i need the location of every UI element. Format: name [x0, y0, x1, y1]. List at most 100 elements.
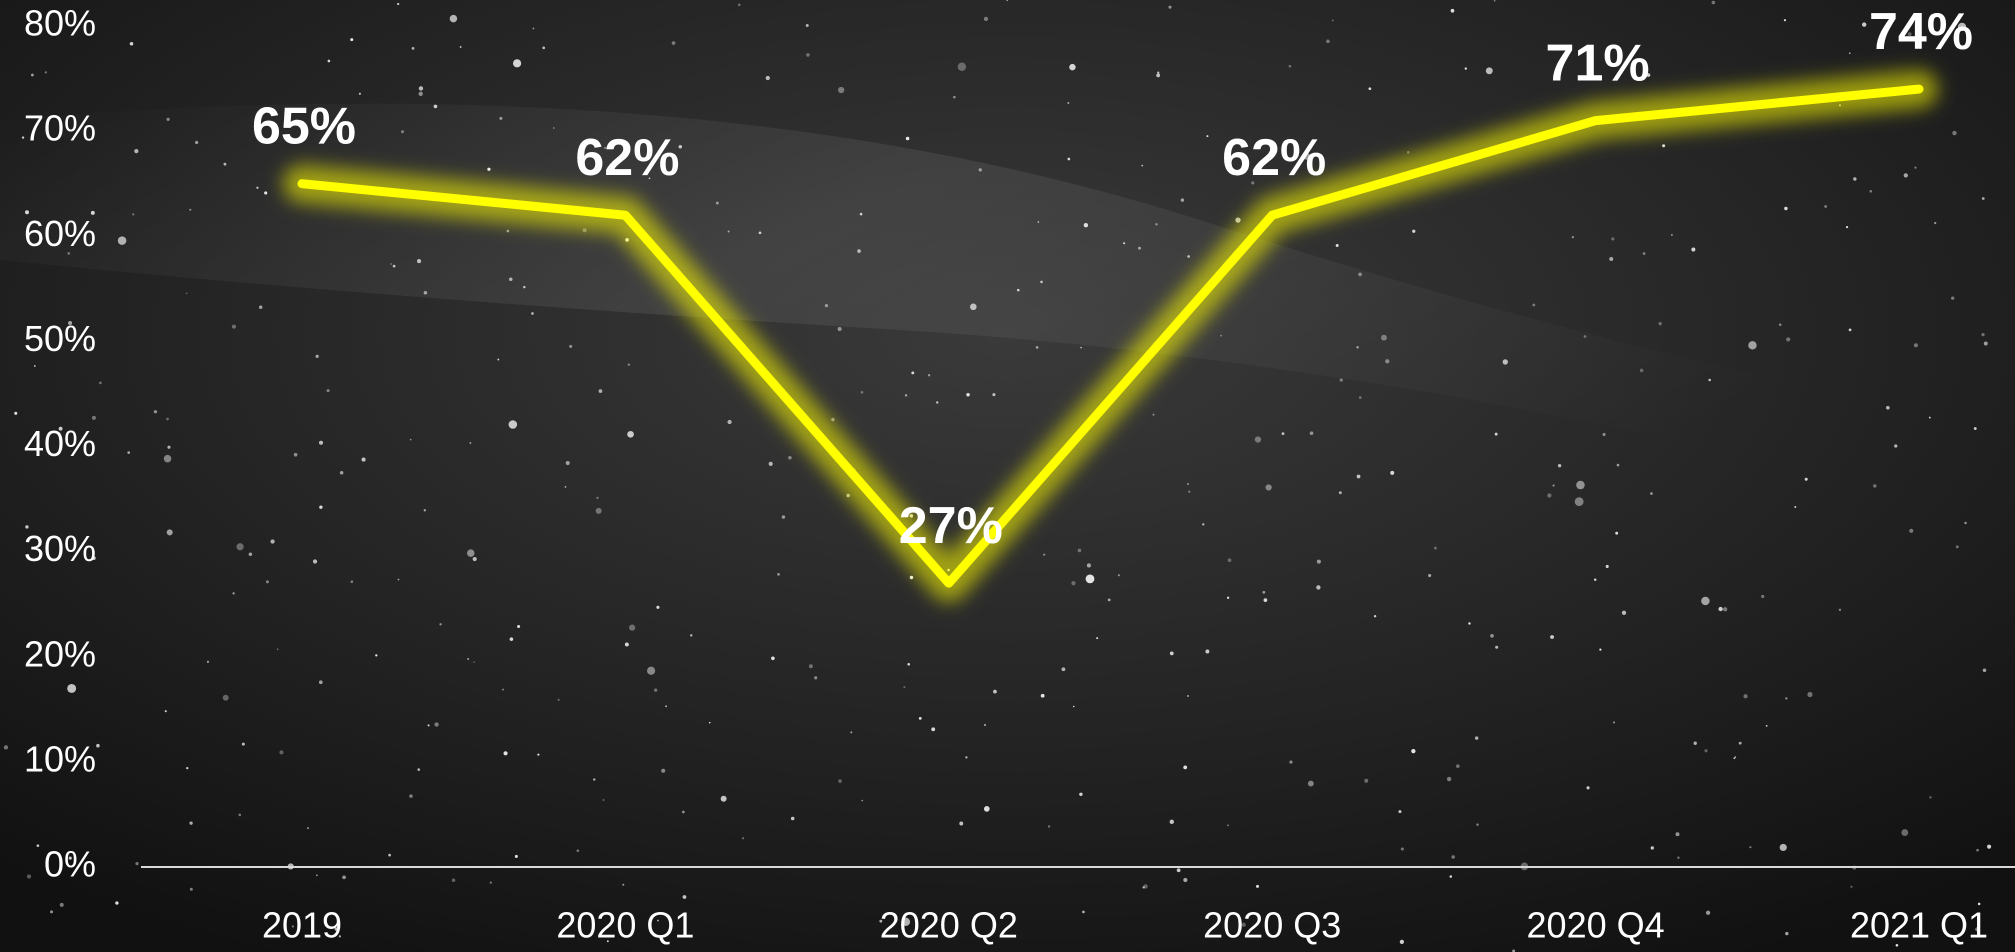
star: [1848, 52, 1851, 55]
star: [449, 14, 458, 23]
star: [1550, 635, 1554, 639]
star: [418, 86, 424, 91]
star: [1599, 648, 1602, 651]
star: [44, 71, 47, 74]
star: [1955, 545, 1959, 549]
star: [401, 130, 404, 134]
star: [1142, 886, 1145, 889]
star: [231, 324, 236, 329]
star: [1848, 328, 1852, 332]
star: [1975, 927, 1980, 932]
star: [467, 658, 470, 660]
star: [1677, 856, 1680, 859]
star: [91, 556, 96, 560]
star: [1446, 776, 1452, 782]
star: [1262, 590, 1266, 594]
star: [1785, 697, 1788, 700]
data-label: 65%: [252, 97, 356, 155]
star: [531, 312, 534, 315]
star: [576, 849, 580, 853]
star: [1785, 931, 1789, 936]
star: [648, 177, 651, 180]
star: [1169, 819, 1174, 825]
star: [318, 440, 324, 445]
star: [509, 277, 513, 281]
star: [1733, 757, 1736, 760]
star: [1873, 484, 1877, 488]
star: [270, 539, 275, 544]
star: [596, 496, 599, 499]
star: [1929, 796, 1932, 799]
star: [67, 683, 77, 693]
star: [598, 389, 603, 393]
star: [1494, 432, 1498, 436]
star: [771, 656, 775, 661]
star: [1490, 634, 1494, 638]
star: [1485, 67, 1493, 75]
star: [1658, 321, 1662, 326]
star: [409, 438, 412, 441]
star: [232, 592, 235, 595]
star: [1183, 877, 1188, 883]
star: [1156, 73, 1161, 78]
star: [1390, 470, 1395, 475]
star: [931, 727, 936, 732]
star: [1251, 181, 1255, 185]
star: [1331, 19, 1334, 22]
star: [593, 778, 596, 781]
star: [517, 624, 521, 629]
star: [1701, 596, 1710, 606]
star: [1778, 323, 1782, 327]
star: [805, 23, 809, 27]
star: [1650, 846, 1655, 850]
star: [409, 794, 413, 798]
star: [627, 363, 631, 366]
star: [1316, 585, 1321, 590]
star: [1981, 332, 1985, 337]
x-tick-label: 2019: [262, 905, 342, 946]
star: [879, 919, 883, 923]
star: [1650, 492, 1653, 495]
star: [1928, 416, 1931, 419]
star: [1670, 234, 1673, 236]
star: [1574, 497, 1584, 506]
star: [508, 420, 518, 429]
star: [860, 390, 864, 394]
x-tick-label: 2020 Q4: [1527, 905, 1665, 946]
star: [1982, 668, 1987, 673]
star: [1468, 622, 1471, 625]
star: [656, 605, 660, 609]
star: [727, 230, 730, 233]
star: [1476, 823, 1479, 826]
x-tick-label: 2020 Q2: [880, 905, 1018, 946]
star: [1616, 463, 1620, 467]
star: [708, 721, 711, 724]
star: [1141, 164, 1144, 167]
star: [1743, 694, 1748, 699]
star: [167, 445, 171, 449]
star: [1399, 939, 1404, 944]
star: [276, 648, 279, 650]
star: [1853, 177, 1857, 181]
star: [117, 236, 127, 245]
star: [223, 162, 227, 166]
star: [1807, 691, 1813, 698]
star: [166, 529, 173, 536]
x-tick-label: 2021 Q1: [1850, 905, 1988, 946]
star: [1952, 130, 1957, 136]
star: [487, 167, 491, 171]
star: [1373, 615, 1377, 618]
star: [814, 676, 818, 680]
star: [1309, 431, 1314, 436]
star: [1061, 667, 1066, 672]
star: [1205, 649, 1210, 654]
star: [777, 572, 780, 576]
star: [1117, 574, 1120, 577]
star: [185, 292, 188, 295]
star: [1356, 474, 1361, 479]
star: [806, 53, 810, 57]
y-tick-label: 20%: [24, 633, 96, 674]
star: [859, 212, 863, 216]
star: [418, 91, 423, 96]
star: [339, 470, 344, 475]
